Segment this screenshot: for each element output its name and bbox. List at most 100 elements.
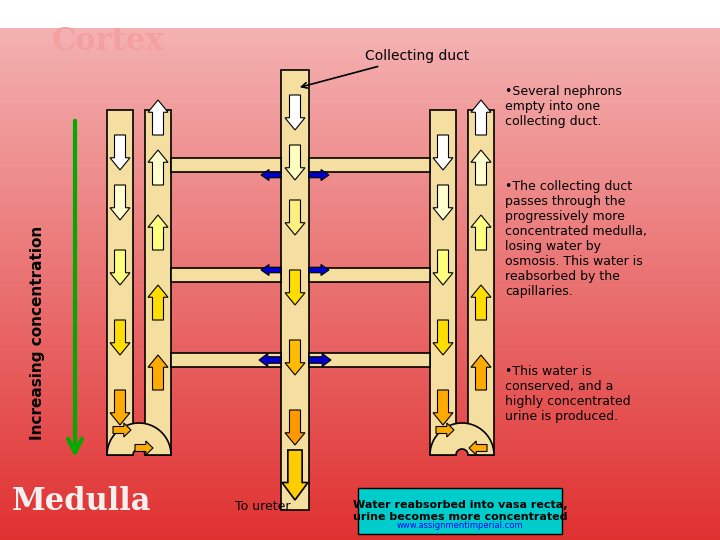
Bar [0,362,720,367]
Bar [0,11,720,16]
Polygon shape [110,250,130,285]
Text: •Several nephrons
empty into one
collecting duct.: •Several nephrons empty into one collect… [505,85,622,128]
Polygon shape [433,320,453,355]
Bar [0,54,720,59]
Bar [0,205,720,211]
Polygon shape [282,450,308,500]
Bar [0,184,720,189]
Bar [0,151,720,157]
Polygon shape [309,353,430,367]
Bar [0,286,720,292]
Bar [107,110,133,455]
Bar [0,421,720,427]
Bar [0,448,720,454]
Polygon shape [309,170,329,180]
Text: •This water is
conserved, and a
highly concentrated
urine is produced.: •This water is conserved, and a highly c… [505,365,631,423]
Bar [0,432,720,437]
Bar [0,324,720,329]
Polygon shape [309,265,329,275]
Bar [0,464,720,470]
Bar [0,243,720,248]
Polygon shape [285,270,305,305]
Polygon shape [285,145,305,180]
Bar [0,227,720,232]
Bar [0,238,720,243]
Polygon shape [113,423,131,437]
Bar [0,0,720,5]
Bar [0,103,720,108]
Polygon shape [433,185,453,220]
Polygon shape [471,355,491,390]
Bar [0,32,720,38]
Bar [0,70,720,76]
Polygon shape [135,441,153,455]
Polygon shape [436,423,454,437]
Bar [0,475,720,481]
Bar [0,351,720,356]
Polygon shape [309,268,430,282]
Bar [0,454,720,459]
Bar [0,248,720,254]
Polygon shape [309,354,331,367]
Bar [0,5,720,11]
Bar [0,189,720,194]
Bar [0,124,720,130]
Bar [0,502,720,508]
Bar [0,319,720,324]
Bar [0,518,720,524]
Bar [0,340,720,346]
Polygon shape [148,215,168,250]
Polygon shape [110,135,130,170]
Bar [0,529,720,535]
Text: Cortex: Cortex [52,26,164,57]
Polygon shape [285,200,305,235]
Bar [0,378,720,383]
Bar [0,405,720,410]
Text: To ureter: To ureter [235,500,290,513]
Bar [0,216,720,221]
Polygon shape [148,285,168,320]
Bar [0,157,720,162]
Bar [0,173,720,178]
Bar [0,383,720,389]
Bar [0,410,720,416]
Polygon shape [471,285,491,320]
Bar [0,491,720,497]
Bar [0,43,720,49]
Bar [0,443,720,448]
Bar [0,437,720,443]
Bar [0,513,720,518]
Bar [0,400,720,405]
Bar [0,470,720,475]
Polygon shape [110,390,130,425]
Bar [0,254,720,259]
Bar [0,265,720,270]
Bar [0,0,720,28]
Bar [0,76,720,81]
Bar [0,259,720,265]
Bar [0,329,720,335]
Polygon shape [148,100,168,135]
Bar [0,292,720,297]
Bar [0,178,720,184]
Bar [0,16,720,22]
Polygon shape [433,250,453,285]
Bar [0,140,720,146]
Bar [0,394,720,400]
Polygon shape [110,320,130,355]
Text: Medulla: Medulla [12,486,151,517]
Bar [0,427,720,432]
Polygon shape [148,355,168,390]
Bar [0,119,720,124]
Polygon shape [471,215,491,250]
Polygon shape [261,170,281,180]
Bar [0,535,720,540]
Polygon shape [469,441,487,455]
Bar [0,22,720,27]
Bar [430,110,456,455]
Bar [0,200,720,205]
Bar [0,135,720,140]
Polygon shape [285,95,305,130]
Bar [0,108,720,113]
Polygon shape [148,150,168,185]
